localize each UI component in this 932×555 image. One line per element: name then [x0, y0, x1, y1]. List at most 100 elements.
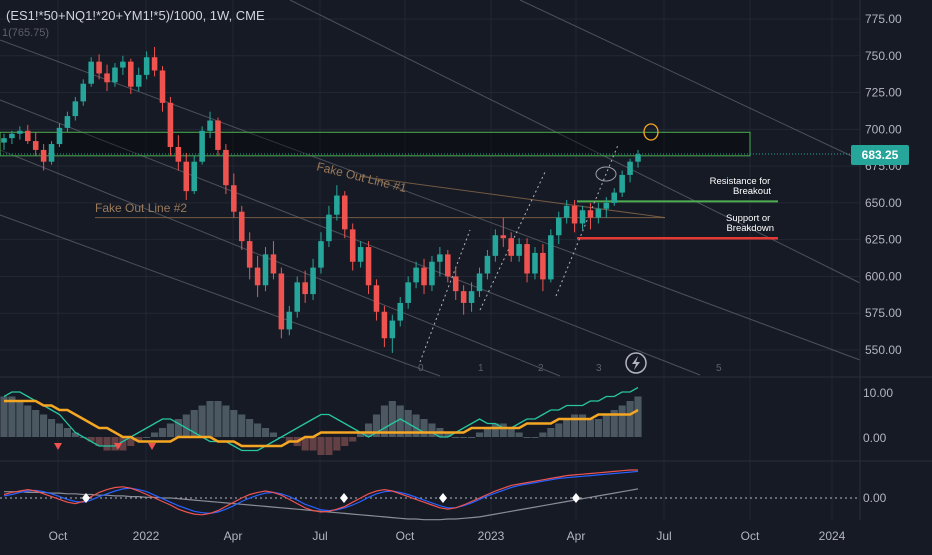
- target-circle: [643, 123, 659, 141]
- candle-body: [112, 67, 118, 83]
- candle-body: [310, 267, 316, 295]
- histogram-bar: [444, 432, 452, 437]
- histogram-bar: [507, 428, 515, 437]
- indicator-1-tick-0: 0.00: [863, 431, 887, 445]
- candle-body: [64, 116, 71, 128]
- symbol-title[interactable]: (ES1!*50+NQ1!*20+YM1!*5)/1000, 1W, CME: [6, 8, 265, 23]
- candle-body: [326, 214, 332, 242]
- candle-body: [56, 127, 63, 145]
- histogram-bar: [578, 414, 587, 437]
- candle-body: [191, 161, 197, 192]
- last-price-value: 683.25: [862, 148, 899, 162]
- annotation-support: Support or Breakdown: [726, 213, 774, 234]
- histogram-bar: [364, 423, 373, 437]
- histogram-bar: [166, 423, 174, 437]
- histogram-bar: [151, 432, 159, 437]
- indicator-2-series-b: [3, 470, 639, 515]
- candle-body: [215, 120, 221, 150]
- channel-lines: [0, 0, 861, 377]
- time-tick-label: 2024: [819, 529, 846, 543]
- projection-arrow: [479, 169, 547, 311]
- candle-body: [72, 101, 79, 117]
- candle-body: [231, 185, 237, 212]
- histogram-bar: [222, 405, 230, 437]
- price-tick-label: 575.00: [865, 306, 902, 320]
- time-axis[interactable]: Oct 2022 Apr Jul Oct 2023 Apr Jul Oct 2024: [49, 529, 846, 543]
- candle-body: [80, 83, 87, 102]
- histogram-bar: [143, 437, 151, 438]
- histogram-bar: [586, 419, 595, 437]
- candle-body: [1, 138, 7, 143]
- histogram-bar: [254, 423, 262, 437]
- candle-body: [207, 120, 213, 131]
- wave-label-5: 5: [716, 363, 722, 374]
- candle-body: [334, 195, 340, 215]
- price-axis[interactable]: 775.00750.00725.00700.00675.00650.00625.…: [865, 12, 902, 357]
- histogram-bar: [174, 419, 182, 437]
- resistance-zone: [0, 131, 751, 157]
- histogram-bar: [158, 428, 167, 437]
- time-tick-label: 2023: [478, 529, 505, 543]
- histogram-bar: [47, 419, 56, 437]
- histogram-bar: [301, 437, 309, 451]
- histogram-bar: [396, 405, 404, 437]
- candle-body: [397, 302, 404, 321]
- time-tick-label: 2022: [133, 529, 160, 543]
- candle-body: [587, 210, 594, 218]
- candle-body: [413, 267, 419, 283]
- candle-body: [135, 74, 142, 87]
- candle-body: [365, 247, 372, 286]
- histogram-bar: [317, 437, 325, 455]
- time-tick-label: Oct: [741, 529, 760, 543]
- candle-body: [143, 57, 150, 75]
- histogram-bar: [634, 396, 642, 437]
- histogram-bar: [95, 437, 103, 446]
- histogram-bar: [238, 414, 246, 437]
- signal-triangle: [54, 443, 62, 450]
- price-tick-label: 650.00: [865, 196, 902, 210]
- projection-arrow: [555, 144, 619, 297]
- histogram-bar: [460, 437, 468, 438]
- wave-label-3: 3: [596, 363, 602, 374]
- candle-body: [627, 161, 633, 175]
- fakeout-1-line: [359, 175, 666, 219]
- candle-body: [32, 141, 39, 150]
- channel-line: [0, 214, 441, 377]
- histogram-bar: [0, 396, 8, 437]
- annotation-support-line1: Support or: [726, 213, 770, 224]
- annotation-resistance-line2: Breakout: [733, 186, 771, 197]
- histogram-bar: [515, 432, 523, 437]
- price-tick-label: 550.00: [865, 343, 902, 357]
- candle-body: [405, 282, 411, 303]
- annotation-support-line2: Breakdown: [726, 223, 774, 234]
- candle-body: [445, 254, 451, 277]
- channel-line: [289, 0, 861, 284]
- lightning-icon[interactable]: [625, 352, 647, 374]
- histogram-bar: [230, 410, 238, 437]
- candle-body: [246, 241, 253, 268]
- histogram-bar: [24, 405, 32, 437]
- candle-body: [40, 149, 47, 162]
- price-tick-label: 725.00: [865, 86, 902, 100]
- time-tick-label: Oct: [396, 529, 415, 543]
- histogram-bar: [341, 437, 349, 446]
- candle-body: [516, 244, 522, 256]
- candle-body: [381, 311, 388, 339]
- histogram-bar: [412, 414, 420, 437]
- time-tick-label: Jul: [656, 529, 671, 543]
- signal-triangle: [148, 443, 156, 450]
- histogram-bar: [539, 432, 547, 437]
- candle-body: [175, 146, 182, 162]
- histogram-bar: [563, 419, 571, 437]
- histogram-bar: [420, 419, 428, 437]
- indicator-1-fast-line: [3, 386, 639, 452]
- level-zones: [0, 131, 860, 363]
- histogram-bar: [135, 437, 143, 442]
- histogram-bar: [63, 428, 71, 437]
- candle-body: [460, 291, 467, 303]
- candle-body: [25, 130, 31, 142]
- candle-body: [373, 285, 380, 312]
- histogram-bar: [626, 401, 634, 437]
